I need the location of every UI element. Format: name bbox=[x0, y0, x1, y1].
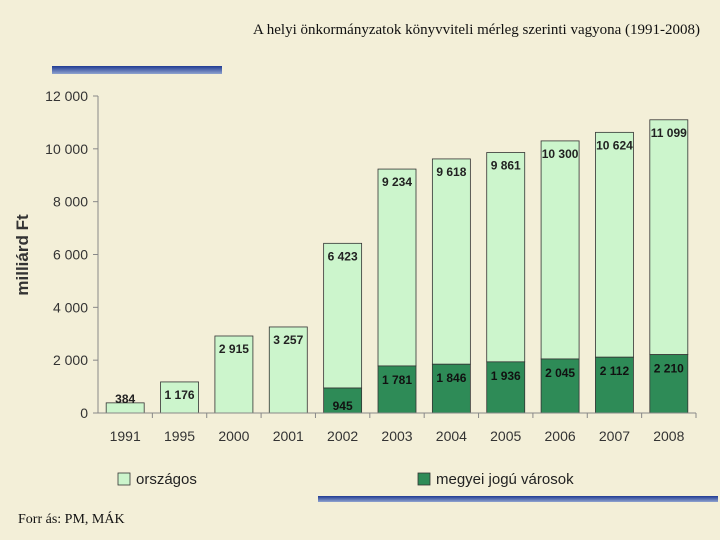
bar-megyei bbox=[486, 361, 526, 414]
total-value-label: 9 234 bbox=[382, 175, 412, 189]
bar-orszagos bbox=[540, 140, 580, 360]
y-tick-label: 2 000 bbox=[53, 352, 88, 368]
segment-value-label: 1 936 bbox=[491, 369, 521, 383]
bar-orszagos bbox=[431, 158, 471, 365]
x-tick-label: 2007 bbox=[599, 428, 630, 444]
x-tick-label: 2001 bbox=[273, 428, 304, 444]
x-axis: 1991 1995 2000 2001 2002 2003 2004 2005 2006 2007… bbox=[98, 412, 697, 444]
x-tick-label: 2004 bbox=[436, 428, 467, 444]
segment-value-label: 945 bbox=[333, 399, 353, 413]
segment-value-label: 2 112 bbox=[600, 364, 630, 378]
bar-orszagos bbox=[595, 131, 634, 358]
x-tick-label: 2008 bbox=[653, 428, 684, 444]
y-tick-label: 0 bbox=[80, 405, 88, 421]
x-tick-label: 2006 bbox=[545, 428, 576, 444]
decorative-bar-bottom bbox=[318, 496, 718, 502]
bar-orszagos bbox=[377, 168, 417, 367]
page-title: A helyi önkormányzatok könyvviteli mérle… bbox=[253, 22, 700, 38]
y-tick-label: 8 000 bbox=[53, 194, 88, 210]
legend: országos megyei jogú városok bbox=[117, 471, 574, 488]
x-tick-label: 2000 bbox=[218, 428, 249, 444]
total-value-label: 9 861 bbox=[491, 159, 521, 173]
decorative-bar-top bbox=[52, 66, 222, 74]
source-note: Forr ás: PM, MÁK bbox=[18, 512, 125, 527]
x-tick-label: 2005 bbox=[490, 428, 521, 444]
bar-orszagos bbox=[268, 326, 308, 414]
bar-orszagos bbox=[649, 119, 689, 356]
total-value-label: 9 618 bbox=[436, 165, 466, 179]
x-tick-label: 1991 bbox=[110, 428, 141, 444]
legend-label: országos bbox=[136, 471, 197, 488]
y-tick-label: 12 000 bbox=[45, 88, 88, 104]
total-value-label: 10 300 bbox=[542, 147, 579, 161]
data-labels: 384 1 176 2 915 3 257 6 423 945 9 234 1 781 9 61… bbox=[115, 126, 687, 413]
total-value-label: 10 624 bbox=[596, 138, 633, 152]
bar-megyei bbox=[431, 363, 471, 414]
bar-orszagos bbox=[486, 152, 526, 363]
y-tick-label: 6 000 bbox=[53, 247, 88, 263]
segment-value-label: 2 045 bbox=[545, 366, 575, 380]
y-axis-label: milliárd Ft bbox=[13, 214, 32, 296]
bar-orszagos bbox=[160, 381, 199, 414]
x-tick-label: 2003 bbox=[381, 428, 412, 444]
legend-label: megyei jogú városok bbox=[436, 471, 574, 488]
legend-swatch bbox=[117, 472, 131, 486]
segment-value-label: 1 781 bbox=[382, 373, 412, 387]
segment-value-label: 2 210 bbox=[654, 362, 684, 376]
legend-swatch bbox=[417, 472, 431, 486]
y-tick-label: 10 000 bbox=[45, 141, 88, 157]
bar-megyei bbox=[649, 354, 689, 414]
total-value-label: 384 bbox=[115, 392, 135, 406]
bar-megyei bbox=[595, 356, 634, 414]
total-value-label: 6 423 bbox=[328, 249, 358, 263]
y-axis: 0 2 000 4 000 6 000 8 000 10 000 12 000 bbox=[45, 88, 99, 421]
x-tick-label: 1995 bbox=[164, 428, 195, 444]
total-value-label: 11 099 bbox=[651, 126, 687, 140]
total-value-label: 2 915 bbox=[219, 342, 249, 356]
x-tick-label: 2002 bbox=[327, 428, 358, 444]
bar-orszagos bbox=[214, 335, 254, 414]
total-value-label: 3 257 bbox=[273, 333, 303, 347]
y-tick-label: 4 000 bbox=[53, 299, 88, 315]
total-value-label: 1 176 bbox=[165, 388, 195, 402]
bar-megyei bbox=[540, 358, 580, 414]
bar-orszagos bbox=[323, 242, 363, 389]
bars bbox=[105, 119, 689, 414]
segment-value-label: 1 846 bbox=[436, 371, 466, 385]
